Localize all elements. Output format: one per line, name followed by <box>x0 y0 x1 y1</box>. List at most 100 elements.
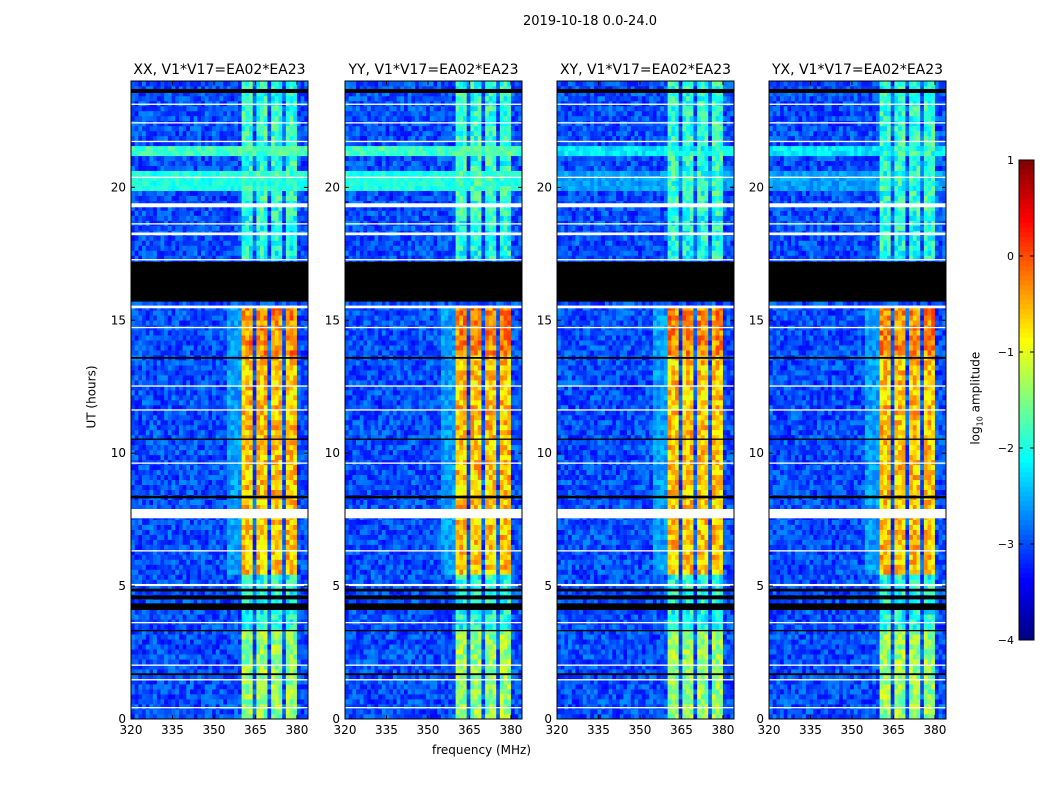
heatmap-cell <box>171 699 176 705</box>
heatmap-cell <box>304 310 309 316</box>
heatmap-cell <box>285 360 290 366</box>
heatmap-cell <box>245 409 250 416</box>
heatmap-cell <box>204 310 209 316</box>
heatmap-cell <box>186 335 191 341</box>
heatmap-cell <box>282 395 287 401</box>
heatmap-cell <box>149 390 154 396</box>
heatmap-cell <box>182 489 187 495</box>
heatmap-cell <box>215 649 220 655</box>
heatmap-cell <box>208 704 213 710</box>
heatmap-cell <box>285 330 290 336</box>
heatmap-cell <box>131 200 135 206</box>
heatmap-cell <box>212 589 217 595</box>
heatmap-cell <box>212 330 217 336</box>
heatmap-cell <box>285 419 290 426</box>
heatmap-cell <box>145 484 150 491</box>
heatmap-cell <box>156 454 161 461</box>
heatmap-cell <box>252 429 257 436</box>
heatmap-cell <box>186 644 191 650</box>
heatmap-cell <box>178 644 183 650</box>
heatmap-cell <box>245 489 250 495</box>
heatmap-cell <box>241 579 246 585</box>
heatmap-cell <box>223 370 228 376</box>
heatmap-cell <box>278 220 283 226</box>
heatmap-cell <box>171 385 176 391</box>
heatmap-cell <box>160 400 165 406</box>
heatmap-cell <box>164 689 169 695</box>
heatmap-cell <box>212 370 217 376</box>
heatmap-cell <box>226 240 231 246</box>
heatmap-cell <box>226 310 231 316</box>
heatmap-cell <box>138 424 143 431</box>
heatmap-cell <box>145 250 150 256</box>
heatmap-cell <box>274 624 279 630</box>
heatmap-cell <box>131 644 135 650</box>
heatmap-cell <box>153 454 158 461</box>
heatmap-cell <box>285 390 290 396</box>
heatmap-cell <box>201 330 206 336</box>
heatmap-cell <box>289 679 294 685</box>
heatmap-cell <box>282 504 287 510</box>
heatmap-cell <box>252 370 257 376</box>
heatmap-cell <box>208 564 213 570</box>
heatmap-cell <box>182 534 187 540</box>
heatmap-cell <box>263 330 268 336</box>
heatmap-cell <box>142 330 147 336</box>
heatmap-cell <box>156 419 161 426</box>
heatmap-cell <box>263 380 268 386</box>
heatmap-cell <box>138 469 143 476</box>
heatmap-cell <box>190 409 194 416</box>
heatmap-cell <box>201 320 206 326</box>
heatmap-cell <box>267 549 272 555</box>
heatmap-cell <box>296 400 301 406</box>
heatmap-cell <box>234 664 239 670</box>
heatmap-cell <box>193 634 198 640</box>
heatmap-cell <box>215 704 220 710</box>
heatmap-cell <box>274 370 279 376</box>
heatmap-cell <box>245 524 250 530</box>
heatmap-cell <box>167 639 172 645</box>
heatmap-cell <box>156 539 161 545</box>
heatmap-cell <box>252 215 257 221</box>
heatmap-cell <box>142 644 147 650</box>
heatmap-cell <box>271 464 276 471</box>
heatmap-cell <box>234 330 239 336</box>
heatmap-cell <box>293 539 298 545</box>
heatmap-cell <box>263 599 268 605</box>
heatmap-cell <box>241 634 246 640</box>
heatmap-cell <box>282 424 287 431</box>
heatmap-cell <box>167 315 172 321</box>
heatmap-cell <box>160 574 165 580</box>
heatmap-cell <box>138 569 143 575</box>
heatmap-cell <box>263 225 268 231</box>
heatmap-cell <box>190 704 194 710</box>
heatmap-cell <box>186 559 191 565</box>
heatmap-cell <box>289 644 294 650</box>
heatmap-cell <box>256 644 261 650</box>
heatmap-cell <box>256 345 261 351</box>
heatmap-cell <box>278 644 283 650</box>
heatmap-cell <box>274 484 279 491</box>
heatmap-cell <box>201 310 206 316</box>
heatmap-cell <box>230 220 235 226</box>
heatmap-cell <box>285 549 290 555</box>
heatmap-cell <box>171 659 176 665</box>
heatmap-cell <box>208 205 213 211</box>
heatmap-cell <box>175 240 180 246</box>
heatmap-cell <box>212 434 217 441</box>
heatmap-cell <box>156 559 161 565</box>
heatmap-cell <box>204 489 209 495</box>
heatmap-cell <box>204 574 209 580</box>
heatmap-cell <box>274 634 279 640</box>
heatmap-cell <box>212 414 217 421</box>
heatmap-cell <box>153 200 158 206</box>
heatmap-cell <box>197 629 202 635</box>
heatmap-cell <box>182 589 187 595</box>
heatmap-cell <box>241 669 246 675</box>
heatmap-cell <box>249 479 253 486</box>
heatmap-cell <box>256 225 261 231</box>
heatmap-cell <box>160 564 165 570</box>
heatmap-cell <box>215 619 220 625</box>
heatmap-cell <box>267 300 272 306</box>
heatmap-cell <box>145 220 150 226</box>
